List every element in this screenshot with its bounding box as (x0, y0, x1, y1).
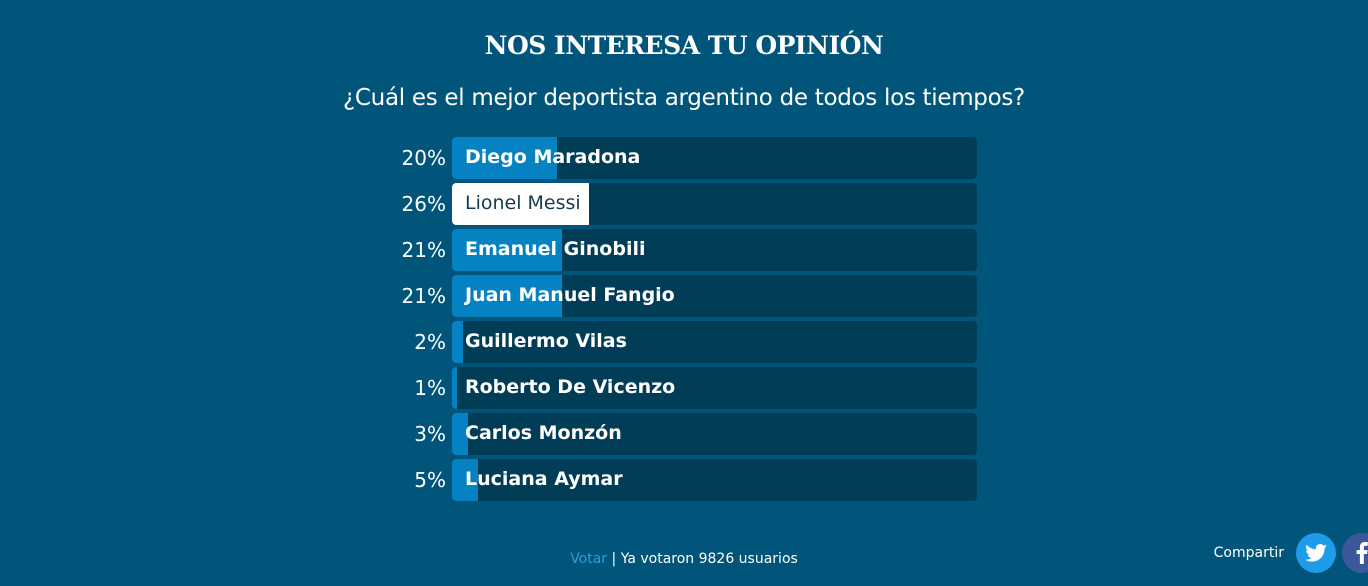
poll-options: 20% Diego Maradona 26% Lionel Messi 21% … (0, 137, 1368, 505)
option-fill (452, 137, 557, 179)
facebook-icon (1356, 542, 1368, 564)
option-label: Diego Maradona (465, 146, 641, 168)
option-percent: 3% (414, 422, 446, 446)
option-percent: 2% (414, 330, 446, 354)
option-label: Lionel Messi (465, 192, 581, 214)
option-bar[interactable]: Roberto De Vicenzo (452, 367, 977, 409)
share-bar: Compartir (1214, 533, 1368, 573)
vote-count-text: | Ya votaron 9826 usuarios (607, 551, 798, 567)
twitter-share-button[interactable] (1296, 533, 1336, 573)
poll-question: ¿Cuál es el mejor deportista argentino d… (343, 85, 1025, 111)
poll-option-messi[interactable]: 26% Lionel Messi (0, 183, 1368, 225)
poll-option-aymar[interactable]: 5% Luciana Aymar (0, 459, 1368, 501)
option-bar[interactable]: Diego Maradona (452, 137, 977, 179)
option-label: Emanuel Ginobili (465, 238, 646, 260)
option-fill (452, 459, 478, 501)
option-percent: 1% (414, 376, 446, 400)
option-fill (452, 413, 468, 455)
share-label: Compartir (1213, 545, 1284, 561)
option-fill (452, 183, 589, 225)
option-bar[interactable]: Carlos Monzón (452, 413, 977, 455)
option-bar[interactable]: Lionel Messi (452, 183, 977, 225)
poll-option-ginobili[interactable]: 21% Emanuel Ginobili (0, 229, 1368, 271)
poll-option-maradona[interactable]: 20% Diego Maradona (0, 137, 1368, 179)
poll-option-fangio[interactable]: 21% Juan Manuel Fangio (0, 275, 1368, 317)
option-bar[interactable]: Emanuel Ginobili (452, 229, 977, 271)
option-percent: 26% (401, 192, 446, 216)
option-fill (452, 229, 562, 271)
option-fill (452, 321, 463, 363)
option-percent: 21% (401, 284, 446, 308)
option-label: Juan Manuel Fangio (465, 284, 675, 306)
facebook-share-button[interactable] (1342, 533, 1368, 573)
poll-title: NOS INTERESA TU OPINIÓN (484, 31, 884, 60)
poll-option-de-vicenzo[interactable]: 1% Roberto De Vicenzo (0, 367, 1368, 409)
poll-option-monzon[interactable]: 3% Carlos Monzón (0, 413, 1368, 455)
option-percent: 21% (401, 238, 446, 262)
poll-footer: Votar | Ya votaron 9826 usuarios (0, 549, 1368, 569)
twitter-icon (1305, 544, 1327, 562)
vote-link[interactable]: Votar (570, 551, 608, 567)
option-label: Roberto De Vicenzo (465, 376, 676, 398)
option-bar[interactable]: Juan Manuel Fangio (452, 275, 977, 317)
option-label: Carlos Monzón (465, 422, 622, 444)
option-label: Luciana Aymar (465, 468, 623, 490)
option-label: Guillermo Vilas (465, 330, 627, 352)
poll-option-vilas[interactable]: 2% Guillermo Vilas (0, 321, 1368, 363)
option-bar[interactable]: Guillermo Vilas (452, 321, 977, 363)
option-percent: 20% (401, 146, 446, 170)
option-percent: 5% (414, 468, 446, 492)
option-fill (452, 275, 562, 317)
option-fill (452, 367, 457, 409)
option-bar[interactable]: Luciana Aymar (452, 459, 977, 501)
